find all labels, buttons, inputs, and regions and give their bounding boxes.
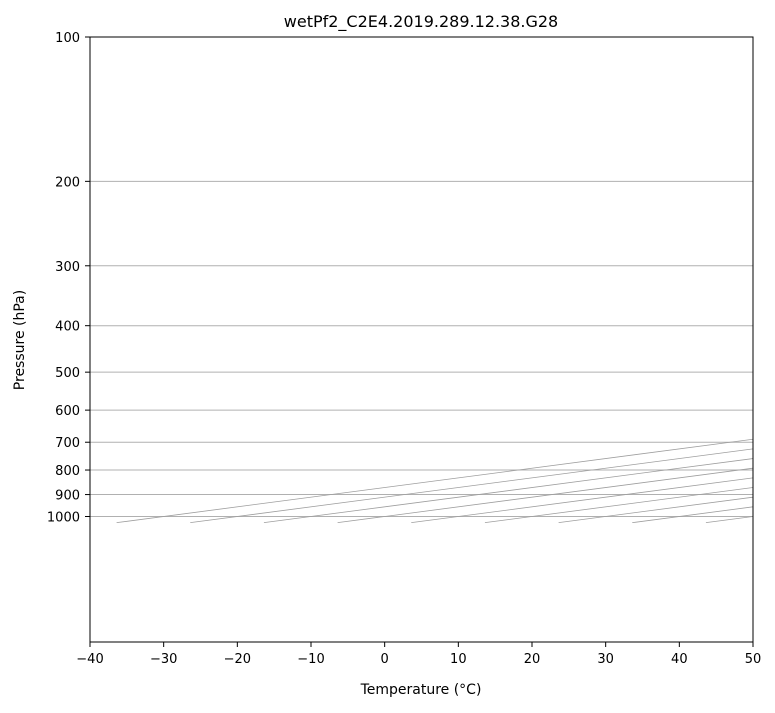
x-axis-label: Temperature (°C) (360, 682, 482, 698)
y-tick-label: 300 (55, 260, 80, 275)
x-tick-label: 30 (597, 652, 614, 667)
plot-frame (89, 36, 754, 643)
plot-area (90, 37, 753, 642)
y-axis-label: Pressure (hPa) (12, 290, 28, 390)
y-tick-label: 600 (55, 404, 80, 419)
x-tick-label: 20 (524, 652, 541, 667)
x-tick-label: 0 (381, 652, 389, 667)
x-tick-label: −40 (76, 652, 103, 667)
background-lines (90, 37, 753, 524)
isotherm-line (116, 438, 753, 524)
x-tick-label: −20 (224, 652, 251, 667)
x-tick-label: −10 (297, 652, 324, 667)
y-tick-label: 700 (55, 436, 80, 451)
y-tick-label: 400 (55, 320, 80, 335)
x-tick-label: 40 (671, 652, 688, 667)
x-tick-label: −30 (150, 652, 177, 667)
y-tick-label: 200 (55, 175, 80, 190)
y-tick-label: 800 (55, 464, 80, 479)
x-tick-label: 50 (745, 652, 762, 667)
chart-title: wetPf2_C2E4.2019.289.12.38.G28 (284, 12, 558, 32)
axes: −40 −30 −20 −10 0 10 20 30 40 50 100 200 300 400 500 60… (47, 31, 761, 667)
y-tick-label: 1000 (47, 511, 80, 526)
y-tick-label: 100 (55, 31, 80, 46)
y-tick-label: 500 (55, 366, 80, 381)
x-tick-label: 10 (450, 652, 467, 667)
y-tick-label: 900 (55, 489, 80, 504)
